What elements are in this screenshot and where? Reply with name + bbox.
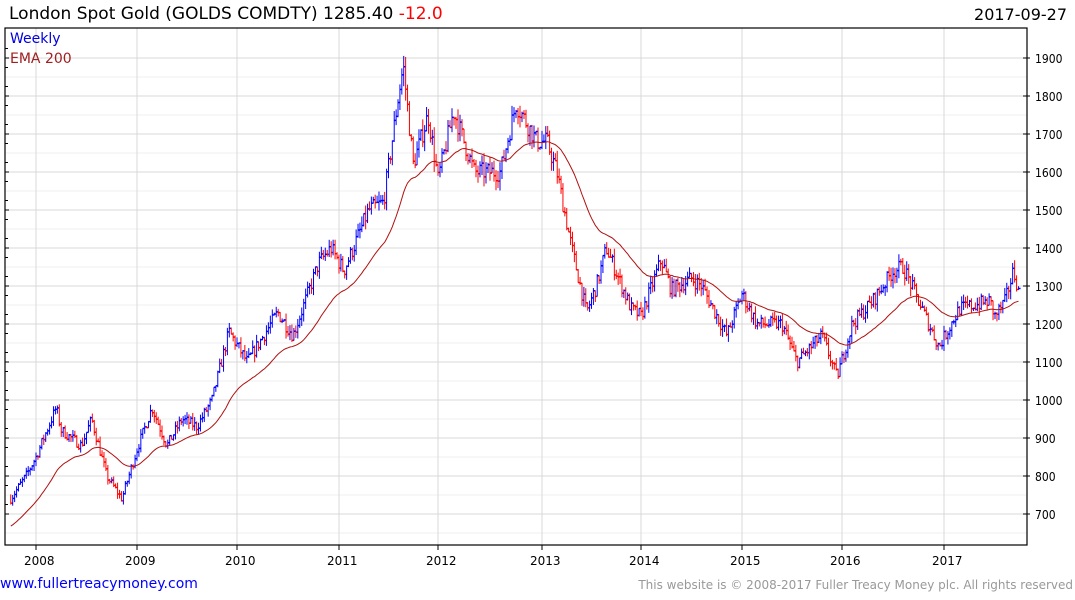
x-tick-label: 2017 <box>932 554 963 568</box>
x-tick-label: 2010 <box>225 554 256 568</box>
chart-date: 2017-09-27 <box>974 5 1067 24</box>
x-tick-label: 2012 <box>426 554 457 568</box>
x-tick-label: 2008 <box>24 554 55 568</box>
y-tick-label: 1200 <box>1035 318 1063 332</box>
y-tick-label: 1100 <box>1035 356 1063 370</box>
price-change: -12.0 <box>398 4 443 24</box>
legend-weekly: Weekly <box>10 31 61 47</box>
y-tick-label: 1000 <box>1035 394 1063 408</box>
y-tick-label: 1600 <box>1035 166 1063 180</box>
y-tick-label: 1500 <box>1035 204 1063 218</box>
website-link[interactable]: www.fullertreacymoney.com <box>0 576 198 592</box>
instrument-name: London Spot Gold (GOLDS COMDTY) <box>9 4 318 24</box>
legend-ema: EMA 200 <box>10 51 72 67</box>
plot-frame <box>4 27 1028 546</box>
y-tick-label: 1900 <box>1035 52 1063 66</box>
y-tick-label: 800 <box>1035 470 1056 484</box>
y-tick-label: 900 <box>1035 432 1056 446</box>
x-tick-label: 2016 <box>830 554 861 568</box>
x-tick-label: 2011 <box>327 554 358 568</box>
y-tick-label: 1800 <box>1035 90 1063 104</box>
x-tick-label: 2013 <box>530 554 561 568</box>
x-tick-label: 2015 <box>730 554 761 568</box>
y-tick-label: 1400 <box>1035 242 1063 256</box>
ema-200-line <box>10 141 1019 527</box>
copyright-text: This website is © 2008-2017 Fuller Treac… <box>638 578 1073 592</box>
y-tick-label: 1700 <box>1035 128 1063 142</box>
x-tick-label: 2014 <box>629 554 660 568</box>
y-tick-label: 1300 <box>1035 280 1063 294</box>
y-tick-label: 700 <box>1035 508 1056 522</box>
last-price: 1285.40 <box>323 4 394 24</box>
x-tick-label: 2009 <box>125 554 156 568</box>
chart-title: London Spot Gold (GOLDS COMDTY) 1285.40 … <box>9 4 443 24</box>
